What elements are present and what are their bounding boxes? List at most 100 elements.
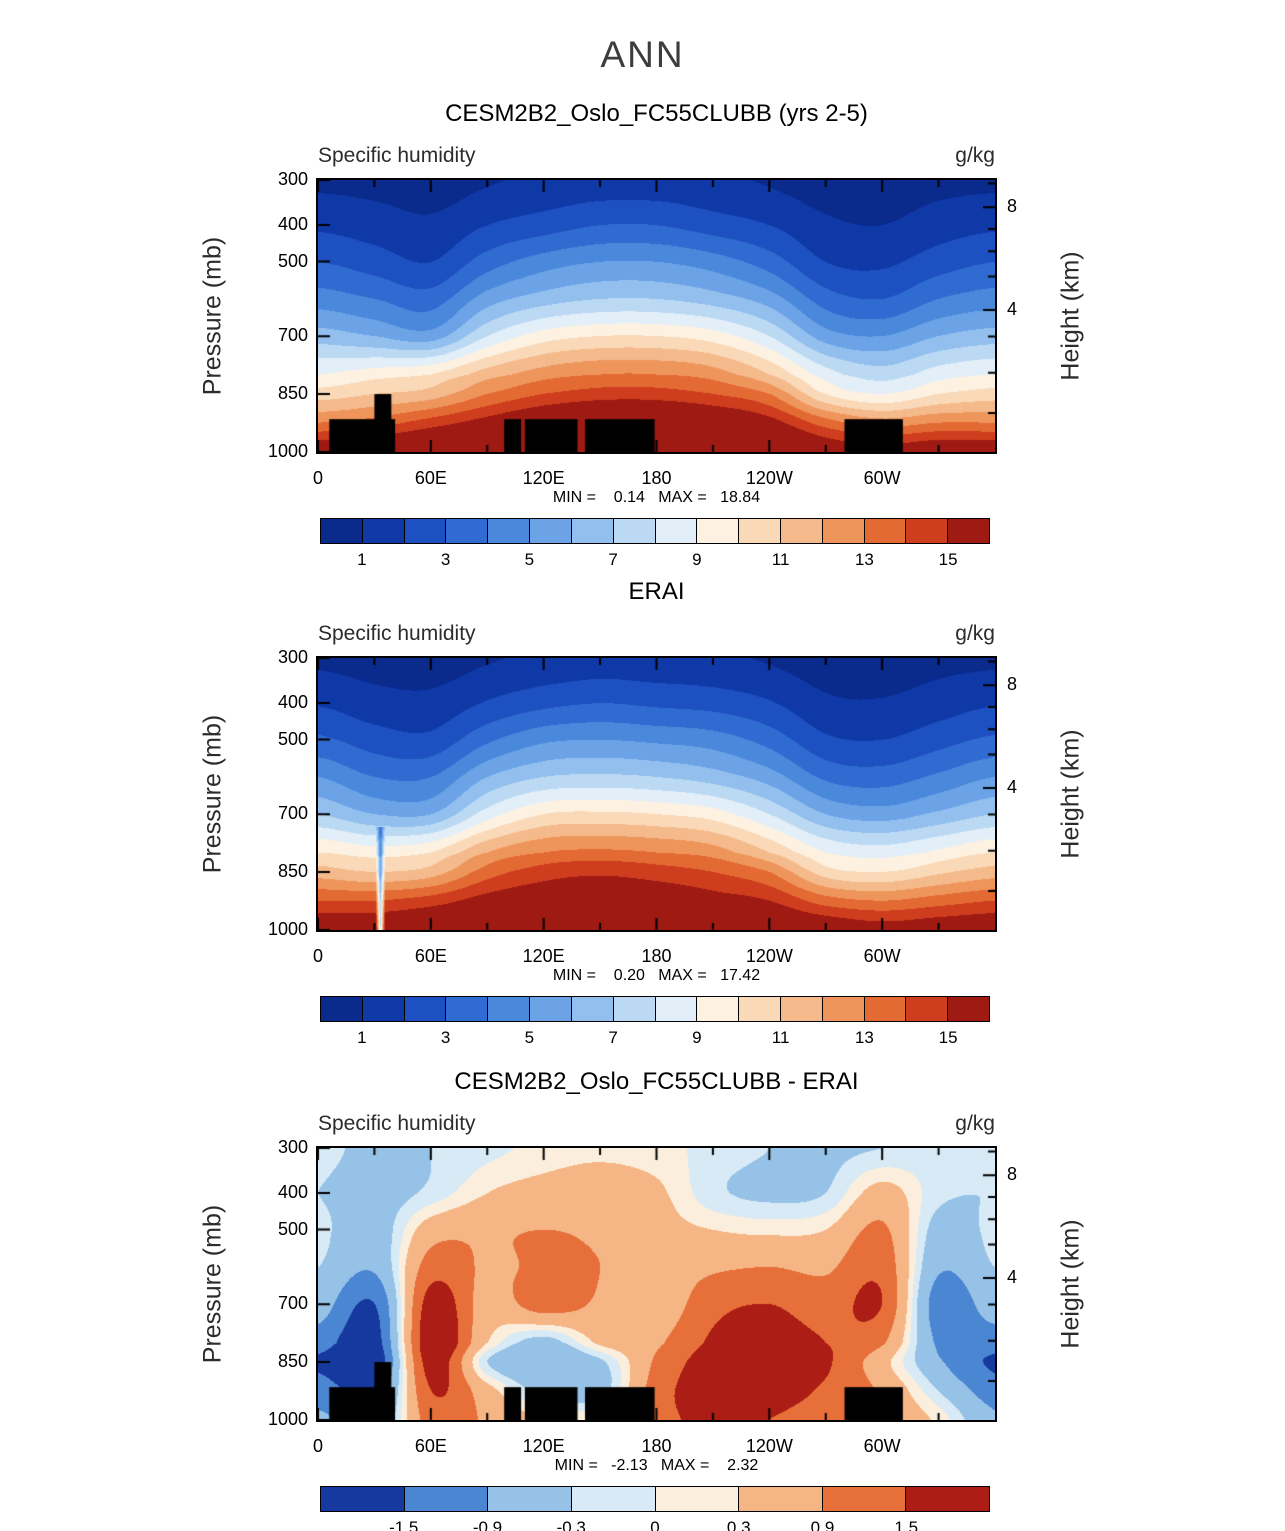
pressure-tick-label: 500 (277, 1218, 308, 1239)
pressure-axis-label: Pressure (mb) (198, 1204, 227, 1364)
colorbar-segment (738, 996, 781, 1022)
colorbar-segment (403, 1486, 489, 1512)
plot-box (316, 656, 997, 932)
contour-canvas (318, 1148, 995, 1420)
pressure-tick-label: 300 (277, 169, 308, 189)
x-tick-label: 60E (414, 468, 447, 488)
contour-canvas (318, 658, 995, 930)
colorbar-label: 3 (440, 550, 451, 569)
colorbar-label: 0.3 (726, 1518, 751, 1531)
colorbar-label: 15 (938, 1028, 958, 1047)
panel-title: ERAI (628, 578, 685, 605)
colorbar-segment (654, 1486, 740, 1512)
colorbar-label: 11 (771, 1028, 790, 1047)
colorbar-segment (905, 1486, 990, 1512)
colorbar-label: 13 (854, 550, 874, 569)
pressure-tick-label: 500 (277, 728, 308, 749)
colorbar-segment (445, 996, 489, 1022)
x-tick-label: 180 (641, 946, 672, 966)
pressure-tick-label: 700 (277, 803, 308, 824)
colorbar-label: -0.9 (472, 1518, 503, 1531)
pressure-tick-label: 700 (277, 1293, 308, 1314)
colorbar-segment (445, 518, 489, 544)
panel-erai: ERAI Specific humidity g/kg Pressure (mb… (0, 578, 1285, 1058)
plot-box (316, 1146, 997, 1422)
x-tick-label: 180 (641, 1436, 672, 1456)
colorbar-segment (612, 518, 656, 544)
height-tick-label: 8 (1007, 196, 1018, 217)
x-tick-label: 60W (863, 1436, 901, 1456)
colorbar-segment (361, 996, 405, 1022)
colorbar-segment (905, 518, 949, 544)
pressure-tick-label: 400 (277, 691, 308, 712)
x-tick-label: 180 (641, 468, 672, 488)
colorbar-label: 1 (357, 550, 367, 569)
x-tick-label: 120E (522, 946, 565, 966)
colorbar-segment (487, 996, 531, 1022)
colorbar-segment (654, 996, 698, 1022)
x-tick-label: 120W (745, 468, 793, 488)
x-tick-label: 120E (522, 1436, 565, 1456)
panel-title: CESM2B2_Oslo_FC55CLUBB (yrs 2-5) (445, 100, 868, 127)
colorbar-segment (821, 518, 865, 544)
colorbar-label: 7 (608, 550, 618, 569)
panel-difference: CESM2B2_Oslo_FC55CLUBB - ERAI Specific h… (0, 1068, 1285, 1531)
height-axis-label: Height (km) (1056, 729, 1085, 859)
x-tick-label: 60W (863, 946, 901, 966)
colorbar-segment (738, 518, 781, 544)
pressure-tick-label: 700 (277, 325, 308, 346)
units-label: g/kg (955, 622, 995, 645)
colorbar-label: 11 (771, 550, 790, 569)
colorbar-segment (696, 996, 740, 1022)
colorbar-segment (947, 996, 990, 1022)
colorbar-label: 0 (650, 1518, 660, 1531)
height-tick-label: 4 (1007, 299, 1018, 320)
pressure-tick-label: 1000 (267, 441, 308, 461)
colorbar-segment (529, 996, 572, 1022)
colorbar-segment (947, 518, 990, 544)
panel-cesm: CESM2B2_Oslo_FC55CLUBB (yrs 2-5) Specifi… (0, 100, 1285, 580)
colorbar-label: 1.5 (894, 1518, 919, 1531)
colorbar (320, 996, 990, 1022)
x-tick-label: 60W (863, 468, 901, 488)
min-max-text: MIN = 0.20 MAX = 17.42 (552, 967, 761, 984)
pressure-tick-label: 500 (277, 250, 308, 271)
colorbar-segment (361, 518, 405, 544)
pressure-tick-label: 300 (277, 647, 308, 667)
height-axis-label: Height (km) (1056, 1219, 1085, 1349)
x-tick-label: 120W (745, 1436, 793, 1456)
pressure-tick-label: 850 (277, 1351, 308, 1372)
colorbar-label: 9 (692, 1028, 702, 1047)
colorbar-segment (696, 518, 740, 544)
height-tick-label: 8 (1007, 1164, 1018, 1185)
x-tick-label: 0 (312, 468, 323, 488)
colorbar-label: 9 (692, 550, 702, 569)
colorbar (320, 518, 990, 544)
x-tick-label: 0 (312, 1436, 323, 1456)
colorbar-segment (570, 996, 614, 1022)
height-tick-label: 8 (1007, 674, 1018, 695)
colorbar-label: 5 (524, 550, 535, 569)
colorbar-segment (570, 1486, 656, 1512)
colorbar-label: -0.3 (556, 1518, 586, 1531)
height-tick-label: 4 (1007, 777, 1018, 798)
colorbar-label: -1.5 (389, 1518, 419, 1531)
colorbar-segment (738, 1486, 823, 1512)
field-label: Specific humidity (318, 144, 476, 167)
x-tick-label: 120E (522, 468, 565, 488)
colorbar-segment (487, 518, 531, 544)
colorbar (320, 1486, 990, 1512)
height-axis-label: Height (km) (1056, 251, 1085, 381)
colorbar-segment (821, 996, 865, 1022)
colorbar-label: 3 (440, 1028, 451, 1047)
colorbar-segment (529, 518, 572, 544)
min-max-text: MIN = 0.14 MAX = 18.84 (552, 489, 761, 506)
plot-box (316, 178, 997, 454)
colorbar-segment (863, 996, 907, 1022)
colorbar-segment (320, 1486, 405, 1512)
colorbar-label: 5 (524, 1028, 535, 1047)
colorbar-segment (320, 518, 363, 544)
colorbar-segment (779, 518, 823, 544)
colorbar-label: 7 (608, 1028, 618, 1047)
pressure-tick-label: 300 (277, 1137, 308, 1157)
